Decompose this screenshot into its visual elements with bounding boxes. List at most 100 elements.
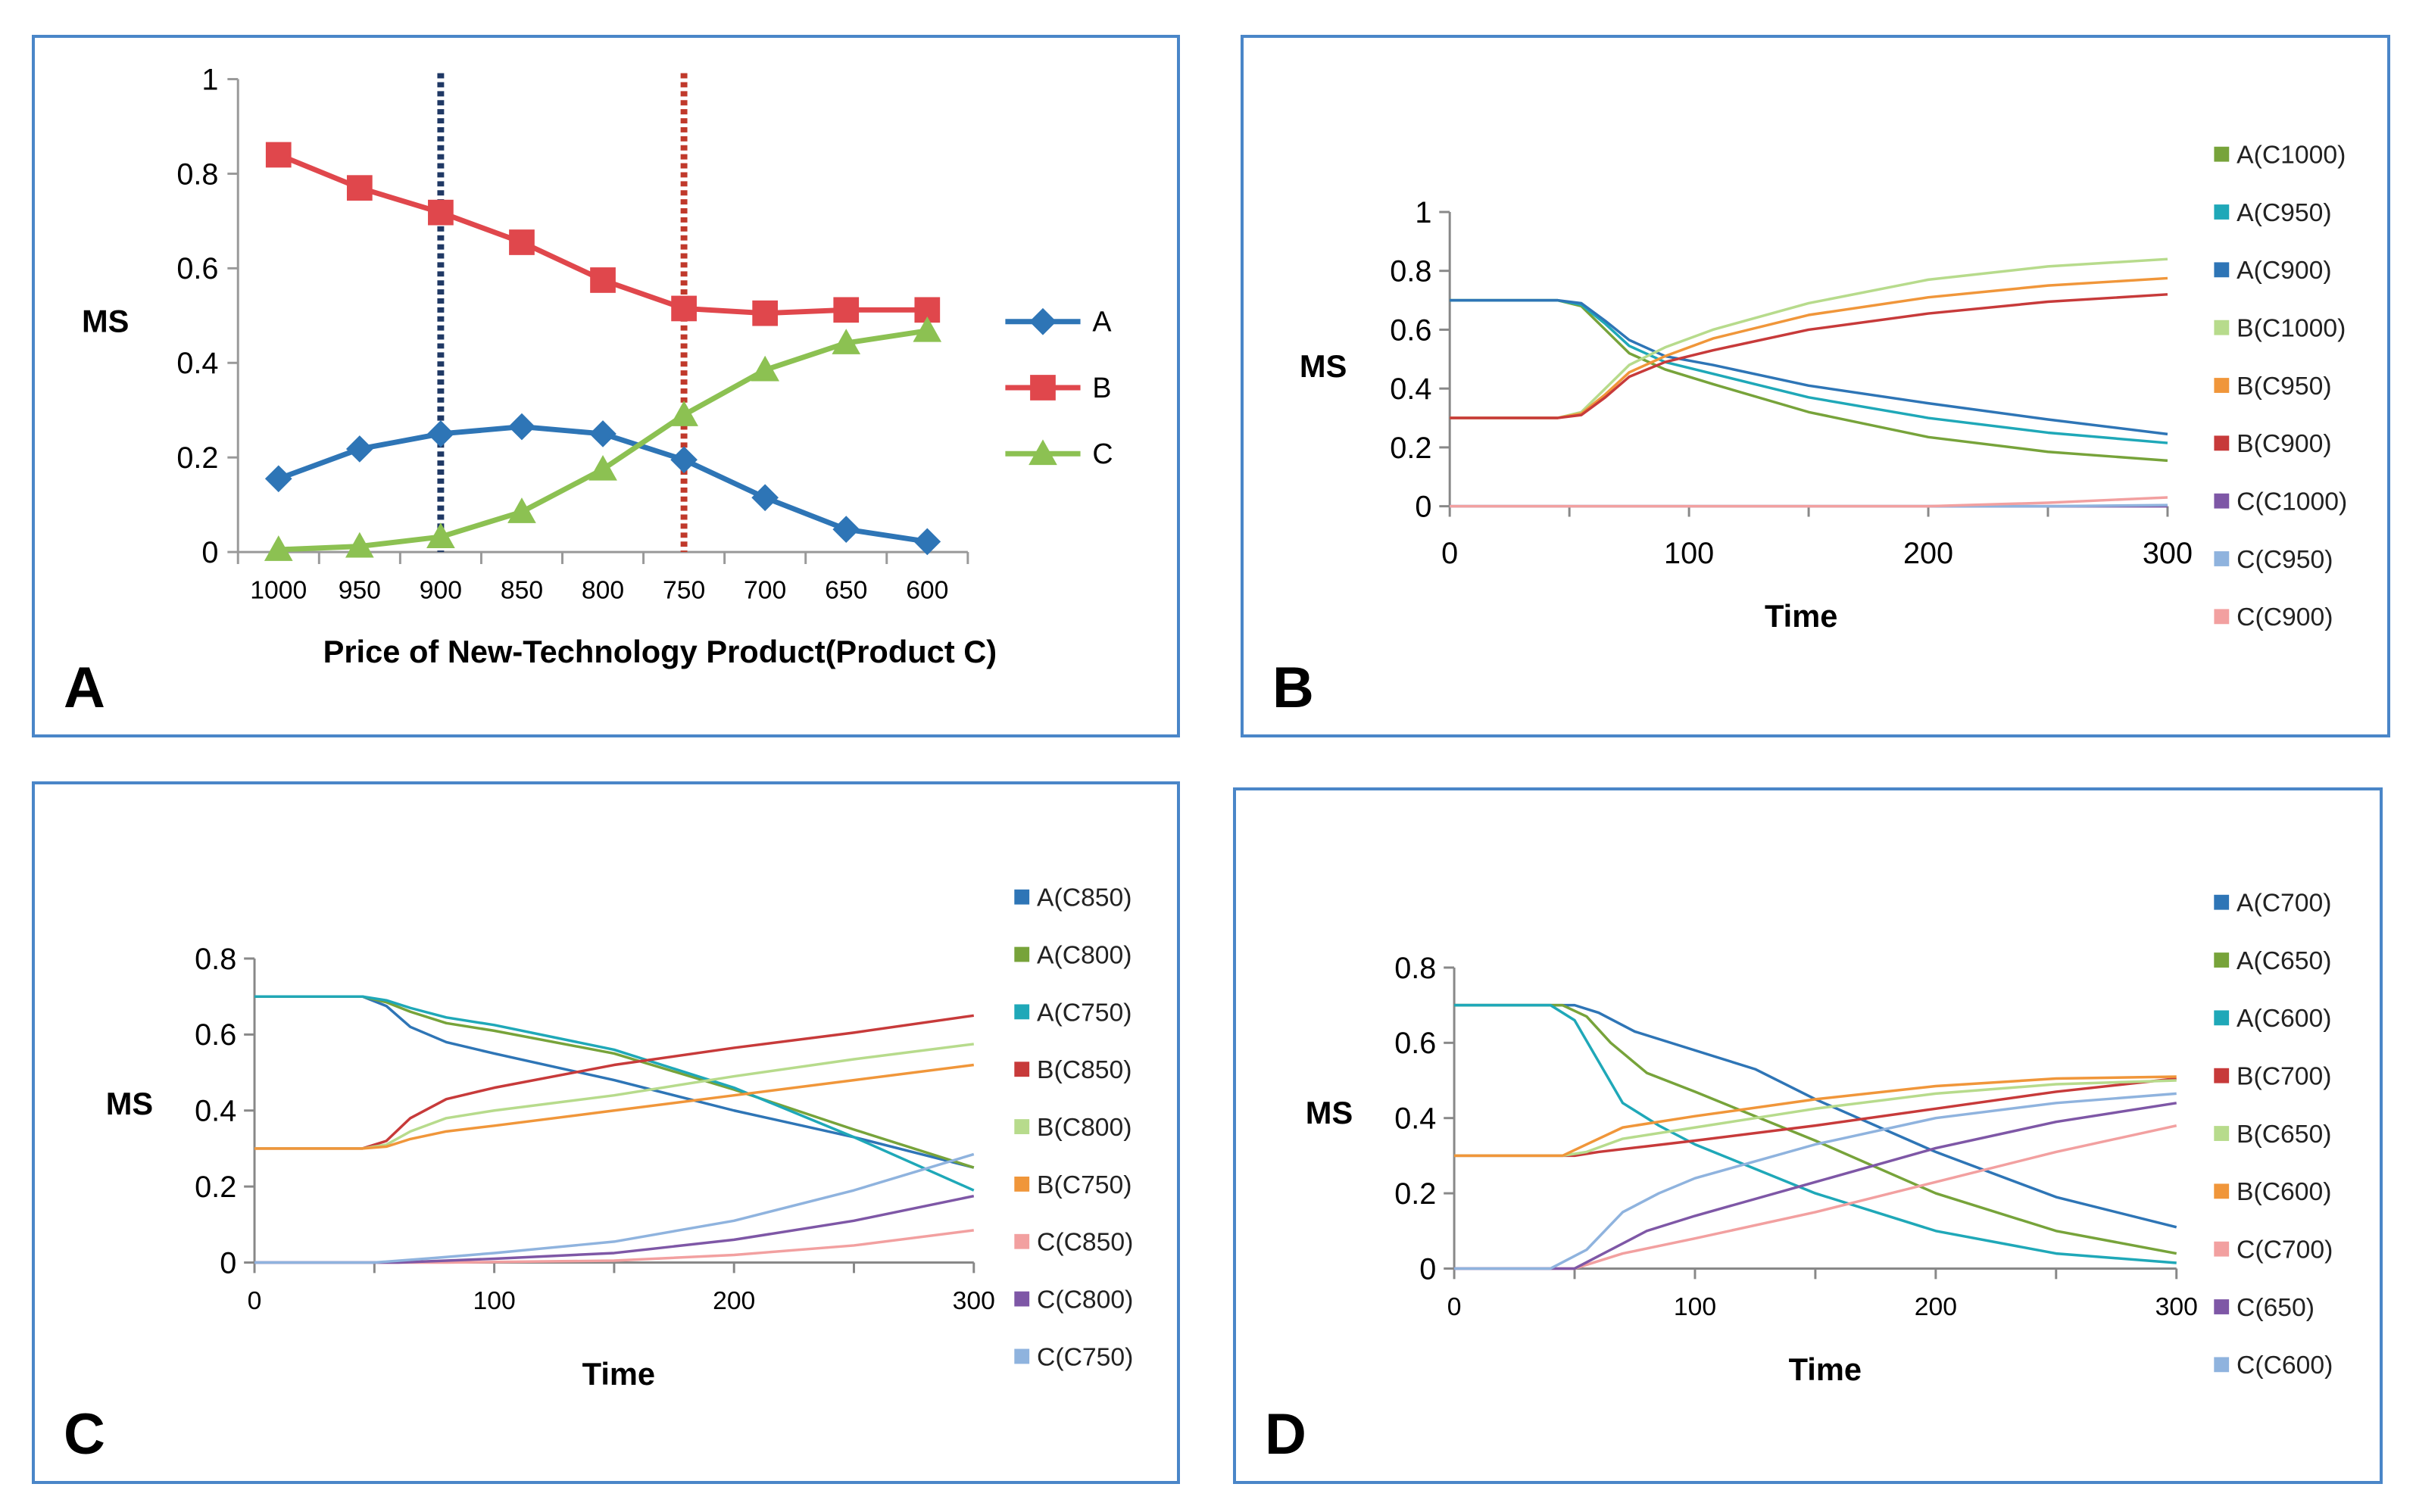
legend-swatch-b-c700 — [2214, 1068, 2230, 1083]
series-line-b-c1000 — [1450, 257, 2168, 419]
legend-label-b-c700: B(C700) — [2237, 1062, 2331, 1091]
legend-label-a-c900: A(C900) — [2237, 256, 2331, 285]
legend-swatch-a-c950 — [2214, 204, 2230, 220]
legend-swatch-a-c1000 — [2214, 146, 2230, 162]
x-tick-label: 200 — [1915, 1292, 1957, 1321]
series-line-b-c650 — [1454, 1079, 2177, 1158]
x-tick-label: 300 — [2155, 1292, 2198, 1321]
panel-label-b: B — [1272, 656, 1314, 720]
y-tick-label: 0.8 — [1394, 952, 1436, 985]
chart-b: 0 0.2 0.4 0.6 0.8 1 0 100 200 300 MS Time A(C1000) A(… — [1300, 141, 2347, 634]
panel-label-a: A — [64, 656, 105, 720]
legend-swatch-b-c600 — [2214, 1183, 2230, 1199]
data-point-a — [508, 413, 535, 441]
y-tick-label: 0.4 — [1394, 1102, 1436, 1136]
legend-swatch-c-c700 — [2214, 1241, 2230, 1257]
legend-label-c-c900: C(C900) — [2237, 603, 2333, 631]
legend-label-b-c1000: B(C1000) — [2237, 314, 2346, 343]
chart-c: 0 0.2 0.4 0.6 0.8 0 100 200 300 MS Time A(C850) A(C8… — [106, 884, 1134, 1392]
panel-d: 0 0.2 0.4 0.6 0.8 0 100 200 300 MS Time A(C700) A(C6… — [1233, 787, 2383, 1484]
y-tick-label: 0.6 — [176, 252, 218, 285]
panel-c: 0 0.2 0.4 0.6 0.8 0 100 200 300 MS Time A(C850) A(C8… — [32, 781, 1180, 1484]
legend-label-c-c800: C(C800) — [1037, 1285, 1133, 1314]
data-point-b — [671, 295, 697, 322]
legend-swatch-a-c650 — [2214, 952, 2230, 968]
x-tick-label: 850 — [501, 576, 543, 605]
data-point-b — [509, 229, 535, 255]
y-tick-label: 0.4 — [195, 1095, 236, 1128]
legend-swatch-c-c750 — [1014, 1348, 1030, 1364]
y-tick-label: 0.2 — [1394, 1177, 1436, 1211]
series-line-a-c1000 — [1450, 298, 2168, 463]
y-axis-title: MS — [106, 1086, 153, 1121]
y-tick-label: 0.6 — [1390, 313, 1431, 347]
data-point-a — [751, 484, 779, 512]
legend-label-c-650: C(650) — [2237, 1293, 2315, 1322]
x-tick-label: 100 — [1664, 537, 1714, 570]
series-line-a-c600 — [1454, 1003, 2177, 1264]
x-tick-label: 650 — [825, 576, 867, 605]
series-line-a-c850 — [254, 995, 975, 1169]
data-point-a — [832, 516, 860, 543]
legend-label-c-c1000: C(C1000) — [2237, 488, 2347, 516]
legend-swatch-a-c850 — [1014, 889, 1030, 905]
legend-label-b-c900: B(C900) — [2237, 429, 2331, 458]
series-line-b-c600 — [1454, 1075, 2177, 1158]
chart-a: 0 0.2 0.4 0.6 0.8 1 1000 950 900 850 800 750 700 650 6… — [82, 63, 1113, 669]
data-point-a — [427, 420, 454, 447]
y-tick-label: 0.6 — [195, 1018, 236, 1052]
legend-marker-b — [1030, 375, 1056, 401]
data-point-c — [345, 532, 374, 558]
legend-swatch-b-c850 — [1014, 1062, 1030, 1077]
legend-label-b-c800: B(C800) — [1037, 1113, 1132, 1142]
x-tick-label: 800 — [582, 576, 624, 605]
series-line-c-c700 — [1454, 1124, 2177, 1270]
legend-swatch-c-c900 — [2214, 609, 2230, 625]
x-tick-label: 750 — [663, 576, 705, 605]
data-point-c — [670, 401, 698, 426]
x-tick-label: 0 — [1441, 537, 1458, 570]
legend-label-a-c750: A(C750) — [1037, 998, 1132, 1027]
legend-swatch-b-c650 — [2214, 1126, 2230, 1141]
panel-b: 0 0.2 0.4 0.6 0.8 1 0 100 200 300 MS Time A(C1000) A(… — [1241, 35, 2390, 737]
legend-swatch-c-c600 — [2214, 1357, 2230, 1373]
series-line-a-c700 — [1454, 1003, 2177, 1229]
legend-label-c-c750: C(C750) — [1037, 1342, 1133, 1371]
x-tick-label: 600 — [906, 576, 948, 605]
data-point-b — [833, 297, 860, 323]
chart-d: 0 0.2 0.4 0.6 0.8 0 100 200 300 MS Time A(C700) A(C6… — [1306, 889, 2333, 1388]
x-tick-label: 0 — [248, 1286, 262, 1315]
series-line-c-c750 — [254, 1152, 975, 1264]
data-point-c — [507, 497, 536, 523]
legend-swatch-a-c750 — [1014, 1004, 1030, 1020]
legend-label-b-c650: B(C650) — [2237, 1120, 2331, 1149]
legend-label-b: B — [1092, 372, 1111, 404]
data-point-c — [913, 316, 942, 342]
legend-label-a-c650: A(C650) — [2237, 946, 2331, 975]
data-point-c — [832, 329, 861, 354]
panel-label-c: C — [64, 1402, 105, 1467]
y-tick-label: 0.4 — [1390, 373, 1431, 406]
legend-label-b-c750: B(C750) — [1037, 1171, 1132, 1199]
legend-swatch-c-650 — [2214, 1299, 2230, 1314]
series-line-a-c650 — [1454, 1003, 2177, 1255]
legend-label-c-c850: C(C850) — [1037, 1228, 1133, 1257]
y-tick-label: 0.6 — [1394, 1027, 1436, 1060]
panel-label-d: D — [1265, 1402, 1306, 1467]
x-tick-label: 900 — [420, 576, 462, 605]
legend-swatch-c-c850 — [1014, 1233, 1030, 1249]
legend-label-a-c700: A(C700) — [2237, 889, 2331, 918]
x-tick-label: 300 — [953, 1286, 995, 1315]
y-axis-title: MS — [1306, 1095, 1353, 1130]
y-tick-label: 0.2 — [1390, 432, 1431, 465]
legend-swatch-c-c1000 — [2214, 493, 2230, 509]
legend-label-a-c600: A(C600) — [2237, 1004, 2331, 1033]
x-tick-label: 300 — [2143, 537, 2193, 570]
y-axis-title: MS — [82, 304, 129, 339]
data-point-b — [428, 199, 454, 226]
y-tick-label: 0.8 — [176, 157, 218, 191]
x-tick-label: 100 — [473, 1286, 516, 1315]
series-line-b-c700 — [1454, 1077, 2177, 1158]
series-line-c-c900 — [1450, 496, 2168, 508]
y-tick-label: 0.2 — [176, 441, 218, 475]
